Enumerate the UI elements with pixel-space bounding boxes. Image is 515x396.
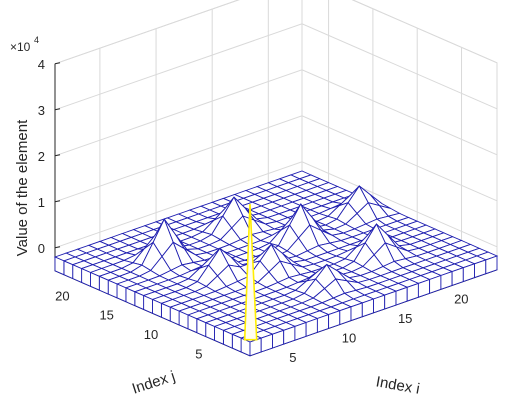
- y-tick-label: 10: [144, 327, 158, 342]
- z-tick-label: 2: [38, 149, 45, 164]
- y-tick-label: 20: [55, 288, 69, 303]
- z-tick-mark: [54, 108, 61, 111]
- z-grid-line: [54, 23, 498, 111]
- z-tick-label: 0: [38, 241, 45, 256]
- z-axis-label: Value of the element: [14, 119, 31, 256]
- z-exponent-base: ×10: [10, 40, 31, 54]
- z-grid-line: [54, 0, 498, 65]
- z-tick-mark: [54, 62, 61, 65]
- x-tick-label: 10: [342, 331, 356, 346]
- tick-labels: 0 1 2 3 4 5 10 15 20 5 10 15 20: [38, 57, 469, 365]
- surface-skirt-cell: [54, 256, 65, 276]
- z-tick-label: 4: [38, 57, 45, 72]
- x-tick-label: 20: [454, 292, 468, 307]
- z-tick-mark: [54, 154, 61, 157]
- x-tick-label: 15: [398, 311, 412, 326]
- z-grid-line: [54, 115, 498, 203]
- z-grid-line: [54, 161, 498, 249]
- y-tick-label: 5: [195, 346, 202, 361]
- z-exponent-power: 4: [34, 35, 39, 45]
- z-tick-mark: [54, 246, 61, 249]
- surface-mesh: [53, 170, 499, 357]
- y-axis-label: Index j: [130, 368, 177, 396]
- z-grid-line: [54, 69, 498, 157]
- surface-skirt-cell: [485, 255, 498, 275]
- corner-spike: [243, 203, 258, 341]
- x-axis-label: Index i: [375, 373, 421, 396]
- z-tick-label: 1: [38, 195, 45, 210]
- y-tick-label: 15: [99, 308, 113, 323]
- z-tick-mark: [54, 200, 61, 203]
- x-tick-label: 5: [289, 350, 296, 365]
- z-tick-label: 3: [38, 103, 45, 118]
